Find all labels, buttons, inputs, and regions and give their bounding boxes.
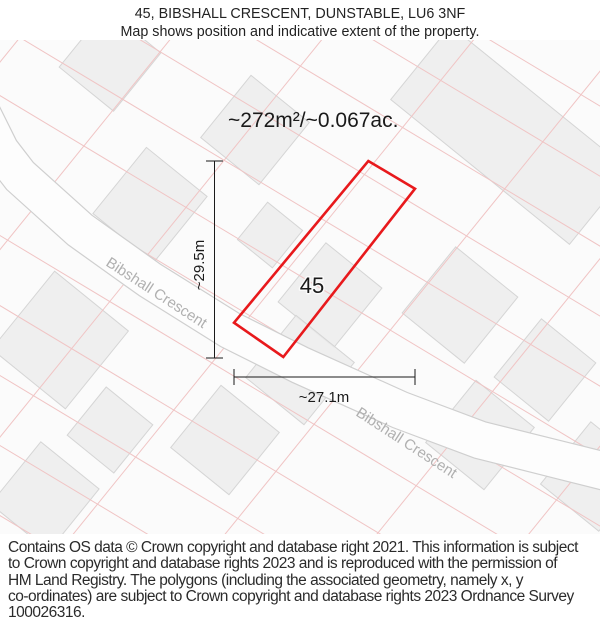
svg-text:45: 45 — [300, 273, 324, 298]
svg-text:~29.5m: ~29.5m — [191, 240, 208, 290]
svg-text:~272m²/~0.067ac.: ~272m²/~0.067ac. — [228, 109, 398, 132]
svg-text:~27.1m: ~27.1m — [299, 389, 349, 406]
